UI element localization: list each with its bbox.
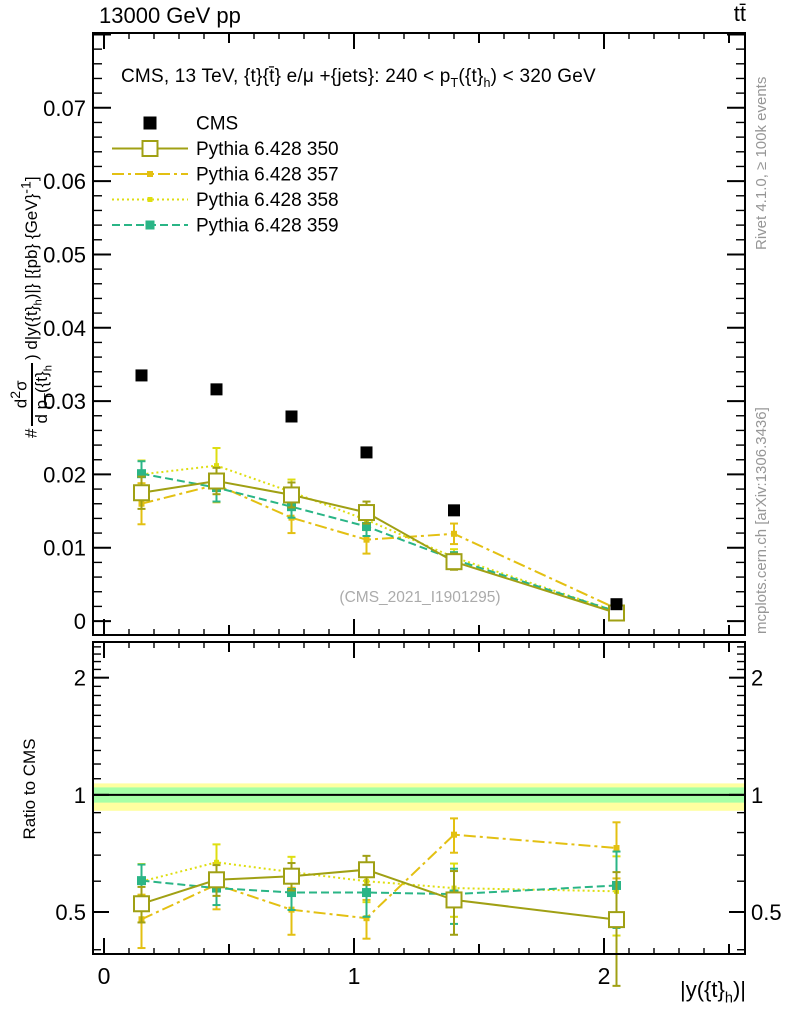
- ratio-y-tick-label-left: 0.5: [55, 900, 86, 925]
- legend-entry-pythia-6-428-350: Pythia 6.428 350: [112, 139, 339, 160]
- legend-entry-pythia-6-428-358: Pythia 6.428 358: [112, 190, 339, 211]
- ratio-y-tick-label-right: 0.5: [751, 900, 782, 925]
- main-y-tick-label: 0.06: [43, 169, 86, 194]
- ratio-series-pythia-6-428-358: [137, 843, 621, 937]
- ratio-panel-series: [133, 817, 625, 987]
- ratio-y-tick-label-left: 1: [74, 783, 86, 808]
- x-tick-label: 2: [598, 963, 611, 989]
- main-y-tick-label: 0: [74, 609, 86, 634]
- main-y-axis-label: # d2σ d pT({t}h) d|y({t}h)|} [{pb} {GeV}-1…: [8, 28, 55, 438]
- tick-labels: 0 0.01 0.02 0.03 0.04 0.05 0.06 0.07 2 2 1 1 0.5 0.5 0…: [43, 96, 781, 989]
- legend-label: CMS: [196, 114, 238, 135]
- ratio-y-tick-label-right: 2: [751, 666, 763, 691]
- process-label: tt̄: [733, 1, 746, 26]
- legend: CMS Pythia 6.428 350 Pythia 6.428 357 Pythi…: [112, 114, 339, 237]
- plot-title: CMS, 13 TeV, {t}{t̄} e/μ +{jets}: 240 < …: [121, 66, 596, 90]
- rivet-version-note: Rivet 4.1.0, ≥ 100k events: [753, 76, 770, 250]
- legend-entry-pythia-6-428-359: Pythia 6.428 359: [112, 216, 339, 237]
- ylabel-denominator: d pT({t}h: [32, 365, 55, 424]
- ratio-series-pythia-6-428-350: [133, 854, 625, 987]
- ratio-y-tick-label-right: 1: [751, 783, 763, 808]
- x-tick-label: 1: [348, 963, 361, 989]
- legend-label: Pythia 6.428 350: [196, 139, 339, 160]
- beam-energy-label: 13000 GeV pp: [99, 3, 241, 28]
- main-frame: [92, 32, 746, 636]
- ylabel-fraction: d2σ d pT({t}h: [8, 363, 55, 426]
- main-y-tick-label: 0.07: [43, 96, 86, 121]
- x-tick-label: 0: [98, 963, 111, 989]
- main-y-tick-label: 0.05: [43, 242, 86, 267]
- ylabel-suffix: ) d|y({t}h)|} [{pb} {GeV}-1]: [17, 176, 44, 361]
- ylabel-numerator: d2σ: [8, 363, 34, 426]
- ratio-y-axis-label: Ratio to CMS: [20, 738, 39, 840]
- main-series-cms: [135, 369, 623, 611]
- main-y-tick-label: 0.03: [43, 389, 86, 414]
- legend-label: Pythia 6.428 357: [196, 165, 339, 186]
- ratio-uncertainty-bands: [93, 783, 745, 811]
- legend-entry-pythia-6-428-357: Pythia 6.428 357: [112, 165, 339, 186]
- main-y-tick-label: 0.02: [43, 462, 86, 487]
- ratio-y-tick-label-left: 2: [74, 666, 86, 691]
- x-axis-label: |y({t}h)|: [680, 977, 746, 1007]
- main-y-tick-label: 0.01: [43, 536, 86, 561]
- ratio-frame: [92, 641, 746, 955]
- legend-label: Pythia 6.428 358: [196, 190, 339, 211]
- analysis-id-watermark: (CMS_2021_I1901295): [339, 589, 501, 606]
- main-series-pythia-6-428-350: [133, 466, 625, 622]
- main-y-tick-label: 0.04: [43, 316, 86, 341]
- mcplots-attribution: mcplots.cern.ch [arXiv:1306.3436]: [753, 407, 770, 634]
- main-panel-series: [133, 369, 625, 622]
- legend-label: Pythia 6.428 359: [196, 216, 339, 237]
- legend-entry-cms: CMS: [143, 114, 238, 135]
- ylabel-prefix: #: [21, 428, 41, 438]
- axes: [92, 32, 746, 955]
